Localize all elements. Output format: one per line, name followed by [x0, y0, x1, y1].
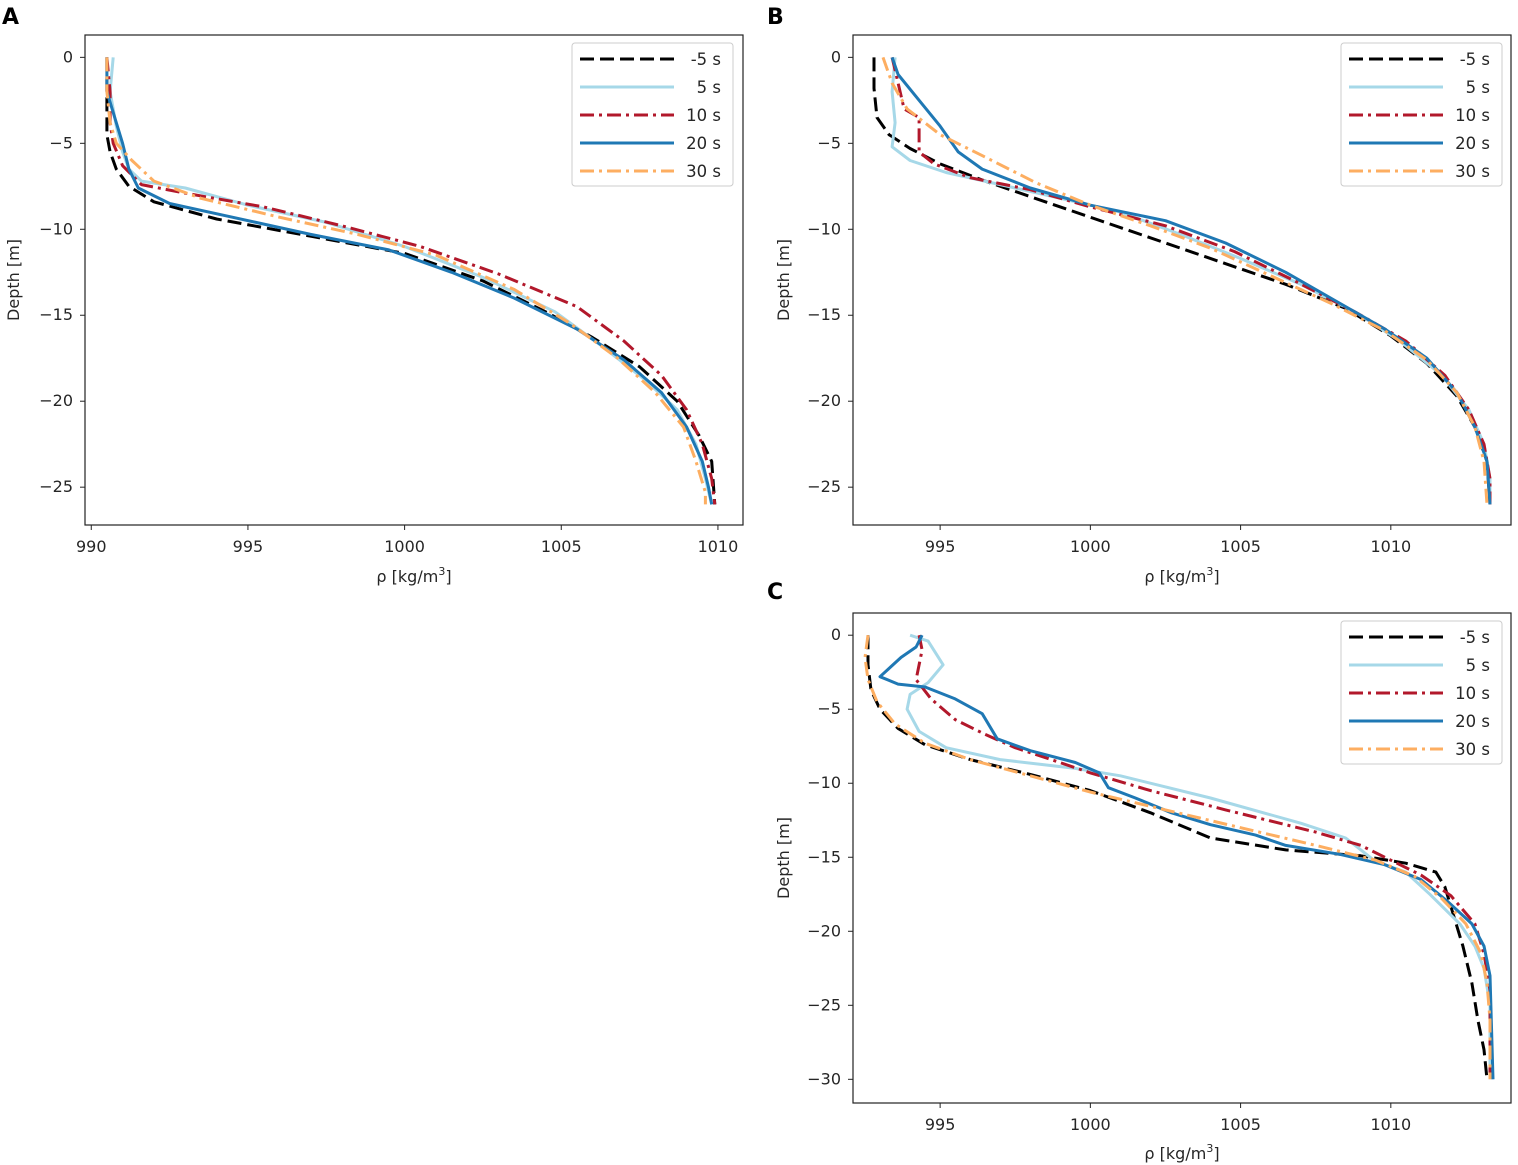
panel-a-x-tick-label: 995 [233, 537, 264, 556]
panel-b-x-tick-label: 1005 [1220, 537, 1261, 556]
panel-b-legend-label: 30 s [1455, 162, 1490, 181]
panel-b-frame [852, 34, 1512, 526]
panel-b-y-tick-label: −15 [807, 305, 841, 324]
panel-b-ticks: 995 1000 1005 1010 0 −5 −10 −15 −20 −25 [807, 47, 1411, 556]
panel-a-y-tick-label: −15 [39, 305, 73, 324]
panel-c-legend-label: 5 s [1466, 656, 1490, 675]
panel-c-x-tick-label: 1005 [1220, 1115, 1261, 1134]
panel-label-a: A [2, 5, 19, 30]
panel-c-legend-label: -5 s [1460, 628, 1490, 647]
panel-c-y-tick-label: −15 [807, 847, 841, 866]
panel-a-legend-label: 20 s [686, 134, 721, 153]
panel-c-ticks: 995 1000 1005 1010 0 −5 −10 −15 −20 −25 −30 [807, 625, 1411, 1134]
panel-c-series-5 [863, 634, 1492, 1080]
panel-a-y-tick-label: −25 [39, 477, 73, 496]
panel-b-y-tick-label: −5 [817, 133, 841, 152]
panel-a-ticks: 990 995 1000 1005 1010 0 −5 −10 −15 −20 −25 [39, 47, 738, 556]
panel-a-legend-label: -5 s [691, 50, 721, 69]
panel-b-y-axis-label: Depth [m] [774, 239, 793, 321]
panel-a-legend-box [571, 42, 734, 187]
panel-c-legend: -5 s 5 s 10 s 20 s 30 s [1340, 620, 1503, 765]
panel-b-legend-box [1340, 42, 1503, 187]
panel-b-series-2 [890, 57, 1492, 505]
panel-a-y-axis-label: Depth [m] [4, 239, 23, 321]
panel-a-x-tick-label: 1005 [541, 537, 582, 556]
panel-b-legend-label: 5 s [1466, 78, 1490, 97]
panel-a-legend: -5 s 5 s 10 s 20 s 30 s [571, 42, 734, 187]
panel-c-legend-label: 10 s [1455, 684, 1490, 703]
panel-c-series-2 [905, 633, 1492, 1080]
panel-b-x-tick-label: 995 [925, 537, 956, 556]
panel-b-legend-label: 20 s [1455, 134, 1490, 153]
panel-b-legend: -5 s 5 s 10 s 20 s 30 s [1340, 42, 1503, 187]
panel-c-frame [852, 612, 1512, 1104]
panel-c-legend-label: 30 s [1455, 740, 1490, 759]
panel-a: A 990 995 1000 1005 1010 0 −5 −10 −15 −20 −25 ρ [k… [2, 5, 744, 586]
panel-c-x-tick-label: 1000 [1070, 1115, 1111, 1134]
panel-a-series [105, 57, 717, 505]
panel-c-legend-box [1340, 620, 1503, 765]
panel-a-x-tick-label: 1000 [384, 537, 425, 556]
panel-c: C 995 1000 1005 1010 0 −5 −10 −15 −20 −25 −30 ρ [k… [767, 580, 1512, 1163]
panel-a-x-axis-label: ρ [kg/m3] [376, 565, 451, 586]
panel-c-series-3 [914, 634, 1492, 1080]
panel-b-y-tick-label: −20 [807, 391, 841, 410]
panel-a-frame [84, 34, 744, 526]
panel-b-legend-label: -5 s [1460, 50, 1490, 69]
panel-c-y-axis-label: Depth [m] [774, 817, 793, 899]
panel-c-y-tick-label: −5 [817, 699, 841, 718]
panel-b-y-tick-label: 0 [831, 47, 841, 66]
panel-c-legend-label: 20 s [1455, 712, 1490, 731]
panel-c-series-4 [878, 634, 1495, 1080]
panel-label-b: B [767, 5, 784, 30]
panel-b-series [872, 56, 1492, 505]
panel-c-y-tick-label: −25 [807, 995, 841, 1014]
panel-b-x-axis-label: ρ [kg/m3] [1144, 565, 1219, 586]
panel-c-x-tick-label: 1010 [1370, 1115, 1411, 1134]
panel-a-legend-label: 5 s [697, 78, 721, 97]
panel-a-series-5 [105, 57, 707, 505]
panel-a-y-tick-label: 0 [63, 47, 73, 66]
panel-c-series [863, 633, 1495, 1080]
panel-b-series-5 [881, 56, 1489, 505]
panel-a-legend-label: 10 s [686, 106, 721, 125]
panel-b-x-tick-label: 1000 [1070, 537, 1111, 556]
panel-b-y-tick-label: −25 [807, 477, 841, 496]
panel-a-series-4 [105, 57, 714, 505]
panel-a-series-3 [105, 57, 717, 505]
panel-b-legend-label: 10 s [1455, 106, 1490, 125]
panel-c-y-tick-label: −10 [807, 773, 841, 792]
panel-label-c: C [767, 580, 783, 605]
panel-a-y-tick-label: −20 [39, 391, 73, 410]
panel-a-x-tick-label: 1010 [698, 537, 739, 556]
panel-c-y-tick-label: −20 [807, 921, 841, 940]
panel-c-x-tick-label: 995 [925, 1115, 956, 1134]
panel-b-series-3 [890, 57, 1492, 505]
panel-a-y-tick-label: −5 [49, 133, 73, 152]
panel-b-x-tick-label: 1010 [1370, 537, 1411, 556]
panel-c-y-tick-label: −30 [807, 1069, 841, 1088]
panel-a-x-tick-label: 990 [76, 537, 107, 556]
panel-b-y-tick-label: −10 [807, 219, 841, 238]
panel-c-x-axis-label: ρ [kg/m3] [1144, 1142, 1219, 1163]
panel-c-y-tick-label: 0 [831, 625, 841, 644]
panel-a-y-tick-label: −10 [39, 219, 73, 238]
panel-a-legend-label: 30 s [686, 162, 721, 181]
panel-b: B 995 1000 1005 1010 0 −5 −10 −15 −20 −25 ρ [kg/m… [767, 5, 1512, 586]
